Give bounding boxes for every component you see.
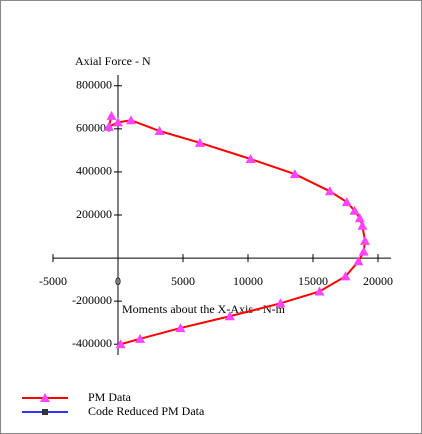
x-tick-label: -5000 <box>39 274 67 288</box>
x-tick-label: 10000 <box>233 274 263 288</box>
y-tick-label: 400000 <box>76 164 112 178</box>
legend-label: PM Data <box>88 390 132 404</box>
page: {"chart_data": {"type": "line", "y_axis_… <box>0 0 422 434</box>
x-tick-label: 15000 <box>298 274 328 288</box>
chart: Axial Force - N Moments about the X-Axis… <box>0 0 422 434</box>
y-tick-label: 200000 <box>76 207 112 221</box>
y-tick-label: 800000 <box>76 78 112 92</box>
legend-label: Code Reduced PM Data <box>88 404 205 418</box>
x-tick-label: 5000 <box>171 274 195 288</box>
y-axis-title: Axial Force - N <box>75 54 151 68</box>
x-tick-label: 0 <box>115 274 121 288</box>
legend-marker <box>42 409 48 415</box>
y-tick-label: -400000 <box>72 336 112 350</box>
x-tick-label: 20000 <box>363 274 393 288</box>
y-tick-label: -200000 <box>72 293 112 307</box>
